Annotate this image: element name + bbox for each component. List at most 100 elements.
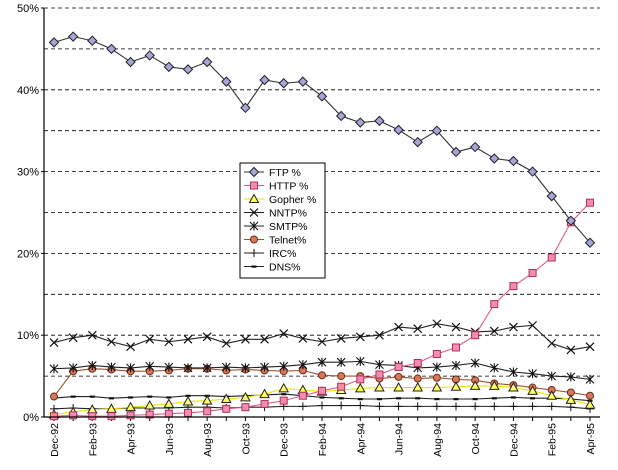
data-point: [222, 404, 231, 413]
data-point: [248, 193, 260, 203]
legend-item: NNTP%: [244, 208, 307, 220]
data-point: [469, 141, 481, 153]
data-point: [490, 402, 499, 411]
data-point: [68, 363, 78, 373]
y-tick-label: 40%: [17, 85, 39, 97]
data-point: [585, 342, 595, 352]
data-point: [547, 253, 556, 262]
x-tick-label: Aug-94: [432, 423, 444, 457]
data-point: [527, 385, 538, 395]
data-point: [298, 334, 308, 343]
data-point: [489, 363, 499, 373]
data-point: [547, 371, 557, 381]
data-point: [450, 381, 462, 391]
data-point: [107, 412, 116, 421]
data-point: [510, 396, 516, 399]
data-point: [87, 35, 98, 46]
data-point: [393, 124, 404, 136]
data-point: [184, 408, 192, 417]
data-point: [375, 402, 384, 411]
data-point: [490, 300, 499, 309]
legend-item: HTTP %: [244, 181, 308, 193]
data-point: [451, 360, 461, 370]
data-point: [415, 397, 421, 400]
data-point: [126, 363, 135, 373]
data-point: [566, 403, 575, 412]
data-point: [528, 320, 537, 330]
data-point: [509, 322, 518, 332]
data-point: [452, 402, 460, 411]
x-tick-label: Feb-93: [87, 423, 99, 456]
data-point: [489, 153, 500, 164]
data-point: [355, 356, 365, 366]
data-point: [547, 402, 556, 411]
data-point: [201, 56, 213, 68]
x-tick-label: Apr-93: [126, 423, 138, 455]
data-point: [527, 166, 538, 177]
data-point: [357, 398, 363, 401]
data-point: [396, 397, 402, 400]
series-ftp: [48, 31, 596, 248]
data-point: [413, 324, 423, 334]
data-point: [565, 215, 577, 226]
data-point: [335, 110, 347, 122]
data-point: [182, 395, 194, 406]
data-point: [488, 380, 500, 390]
data-point: [279, 396, 288, 405]
data-point: [260, 399, 269, 408]
data-point: [432, 362, 442, 372]
data-point: [318, 386, 326, 395]
data-point: [241, 403, 250, 412]
data-point: [202, 332, 212, 342]
data-point: [509, 282, 518, 291]
data-point: [547, 338, 557, 348]
data-point: [298, 402, 307, 411]
data-point: [471, 331, 480, 340]
data-point: [107, 337, 116, 347]
legend-item: IRC%: [244, 248, 296, 260]
data-point: [298, 360, 308, 370]
data-point: [49, 338, 59, 347]
data-point: [338, 397, 344, 400]
data-point: [183, 334, 193, 344]
data-point: [297, 76, 309, 87]
x-tick-label: Oct-93: [240, 423, 252, 455]
data-point: [317, 337, 327, 347]
data-point: [144, 50, 155, 61]
data-point: [413, 359, 422, 368]
data-point: [125, 56, 136, 68]
data-point: [107, 362, 116, 372]
data-point: [394, 322, 403, 332]
data-point: [220, 393, 232, 404]
data-point: [249, 221, 259, 231]
data-point: [278, 382, 290, 393]
data-point: [432, 402, 441, 411]
data-point: [259, 388, 270, 399]
data-point: [163, 61, 175, 73]
series-group: [48, 31, 596, 421]
data-point: [259, 74, 270, 86]
x-tick-label: Jun-94: [394, 423, 406, 455]
data-point: [185, 394, 191, 397]
data-point: [203, 407, 212, 416]
data-point: [166, 396, 172, 399]
data-point: [70, 395, 76, 398]
data-point: [412, 136, 423, 148]
data-point: [69, 411, 78, 420]
grid-lines: [44, 7, 600, 377]
data-point: [163, 398, 175, 408]
legend-item: SMTP%: [244, 221, 308, 233]
data-point: [394, 363, 403, 372]
data-point: [472, 398, 478, 401]
data-point: [241, 363, 250, 373]
x-tick-label: Feb-94: [317, 423, 329, 456]
x-tick-label: Oct-94: [470, 423, 482, 455]
data-point: [50, 392, 58, 401]
data-point: [145, 361, 155, 371]
x-tick-label: Aug-93: [202, 423, 214, 457]
data-point: [108, 397, 114, 400]
data-point: [248, 166, 260, 178]
data-point: [356, 375, 365, 384]
data-point: [317, 357, 327, 367]
data-point: [394, 372, 403, 381]
